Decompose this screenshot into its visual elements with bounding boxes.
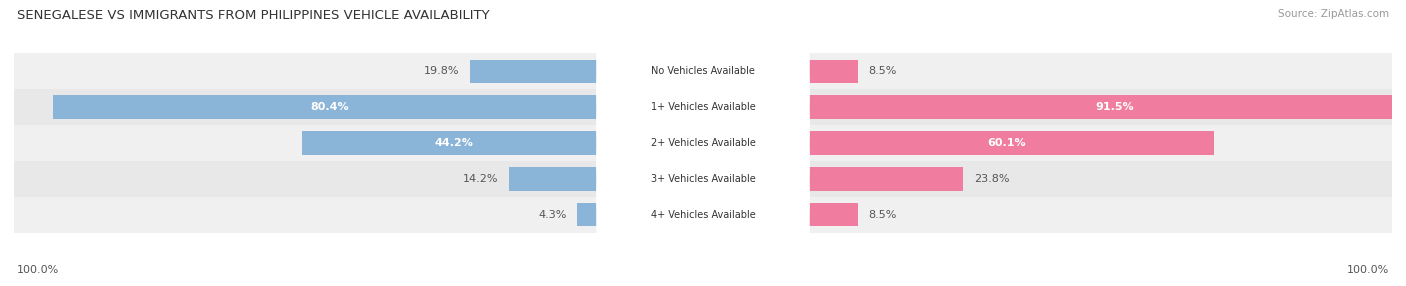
Bar	[800, 167, 963, 190]
FancyBboxPatch shape	[596, 7, 810, 136]
Text: SENEGALESE VS IMMIGRANTS FROM PHILIPPINES VEHICLE AVAILABILITY: SENEGALESE VS IMMIGRANTS FROM PHILIPPINE…	[17, 9, 489, 21]
FancyBboxPatch shape	[596, 79, 810, 207]
Text: 3+ Vehicles Available: 3+ Vehicles Available	[651, 174, 755, 184]
FancyBboxPatch shape	[596, 115, 810, 243]
Bar	[470, 59, 606, 83]
Text: 8.5%: 8.5%	[869, 66, 897, 76]
Text: 8.5%: 8.5%	[869, 210, 897, 220]
Text: No Vehicles Available: No Vehicles Available	[651, 66, 755, 76]
Bar	[302, 131, 606, 155]
Text: 80.4%: 80.4%	[311, 102, 349, 112]
FancyBboxPatch shape	[596, 43, 810, 171]
Bar	[800, 96, 1406, 119]
Text: 19.8%: 19.8%	[425, 66, 460, 76]
Text: 4.3%: 4.3%	[538, 210, 567, 220]
Bar	[800, 59, 858, 83]
Text: 4+ Vehicles Available: 4+ Vehicles Available	[651, 210, 755, 220]
Bar	[0, 89, 1406, 125]
Text: 100.0%: 100.0%	[1347, 265, 1389, 275]
Text: Source: ZipAtlas.com: Source: ZipAtlas.com	[1278, 9, 1389, 19]
Bar	[0, 161, 1406, 197]
FancyBboxPatch shape	[596, 150, 810, 279]
Bar	[52, 96, 606, 119]
Bar	[800, 131, 1213, 155]
Bar	[800, 203, 858, 227]
Text: 60.1%: 60.1%	[987, 138, 1026, 148]
Bar	[0, 53, 1406, 89]
Bar	[576, 203, 606, 227]
Bar	[0, 125, 1406, 161]
Text: 44.2%: 44.2%	[434, 138, 474, 148]
Text: 23.8%: 23.8%	[974, 174, 1010, 184]
Text: 2+ Vehicles Available: 2+ Vehicles Available	[651, 138, 755, 148]
Bar	[0, 197, 1406, 233]
Text: 91.5%: 91.5%	[1095, 102, 1135, 112]
Text: 1+ Vehicles Available: 1+ Vehicles Available	[651, 102, 755, 112]
Bar	[509, 167, 606, 190]
Text: 14.2%: 14.2%	[463, 174, 498, 184]
Text: 100.0%: 100.0%	[17, 265, 59, 275]
